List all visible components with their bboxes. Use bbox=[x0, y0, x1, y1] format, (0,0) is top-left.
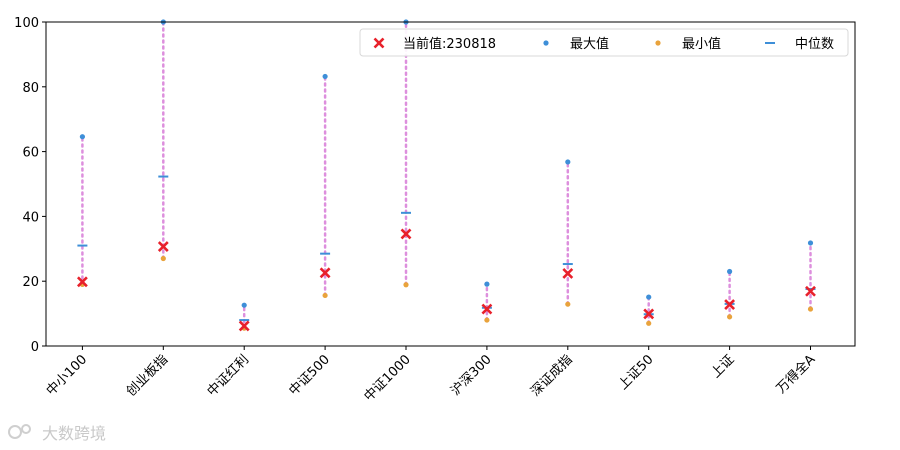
legend-item: 中位数 bbox=[765, 37, 834, 52]
current-point bbox=[157, 241, 169, 252]
y-tick-label: 100 bbox=[14, 16, 39, 31]
x-tick-label: 沪深300 bbox=[447, 352, 494, 399]
max-point bbox=[79, 134, 86, 140]
legend-item: 最小值 bbox=[655, 36, 721, 52]
y-tick-label: 20 bbox=[22, 275, 39, 290]
max-point bbox=[484, 281, 490, 287]
max-point bbox=[322, 73, 328, 80]
min-point bbox=[646, 320, 652, 326]
x-tick-label: 深证成指 bbox=[528, 352, 575, 399]
y-tick-label: 80 bbox=[22, 81, 39, 96]
watermark: 大数跨境 bbox=[8, 420, 106, 444]
min-point bbox=[403, 282, 409, 288]
current-point bbox=[724, 299, 736, 310]
x-tick-label: 万得全A bbox=[773, 351, 818, 396]
min-point bbox=[160, 255, 166, 262]
legend-item: 当前值:230818 bbox=[373, 36, 496, 52]
x-tick-label: 中证红利 bbox=[204, 352, 252, 400]
legend-label: 最大值 bbox=[570, 36, 609, 52]
y-tick-label: 0 bbox=[31, 340, 39, 355]
watermark-text: 大数跨境 bbox=[42, 424, 107, 443]
legend-label: 最小值 bbox=[682, 36, 721, 52]
x-tick-label: 中小100 bbox=[44, 352, 91, 399]
current-point bbox=[805, 285, 816, 297]
current-point bbox=[238, 320, 250, 332]
x-tick-label: 中证1000 bbox=[361, 352, 413, 404]
markers bbox=[76, 19, 816, 332]
max-point bbox=[565, 159, 571, 165]
legend-box bbox=[359, 28, 849, 57]
min-point bbox=[727, 314, 733, 320]
y-tick-label: 40 bbox=[22, 210, 39, 225]
range-lines bbox=[81, 20, 812, 330]
y-axis: 0 20 40 60 80 100 bbox=[14, 16, 46, 355]
legend-marker-cross bbox=[373, 37, 385, 49]
current-point bbox=[481, 303, 493, 315]
x-tick-label: 中证500 bbox=[286, 352, 333, 399]
x-tick-label: 上证 bbox=[708, 352, 737, 381]
current-point bbox=[76, 276, 88, 288]
legend-item: 最大值 bbox=[543, 36, 609, 52]
min-point bbox=[484, 317, 490, 323]
current-point bbox=[319, 267, 331, 279]
max-point bbox=[241, 302, 247, 308]
legend: 当前值:230818 最大值 最小值 中位数 bbox=[359, 28, 849, 57]
x-axis: 中小100 创业板指 中证红利 中证500 中证1000 沪深300 深证成指 上证50 上证 万… bbox=[44, 346, 818, 405]
max-point bbox=[646, 294, 652, 300]
legend-marker-dot bbox=[543, 40, 549, 46]
legend-marker-dot bbox=[655, 40, 661, 46]
x-tick-label: 上证50 bbox=[616, 352, 657, 393]
current-point bbox=[400, 228, 412, 240]
x-tick-label: 创业板指 bbox=[124, 352, 171, 399]
max-point bbox=[807, 240, 814, 246]
plot-frame bbox=[45, 21, 856, 347]
max-point bbox=[727, 268, 733, 275]
legend-label: 中位数 bbox=[795, 37, 834, 52]
min-point bbox=[565, 301, 571, 307]
watermark-logo-icon bbox=[8, 424, 31, 439]
current-point bbox=[643, 308, 655, 320]
current-point bbox=[562, 268, 574, 279]
min-point bbox=[807, 306, 814, 312]
y-tick-label: 60 bbox=[22, 146, 39, 161]
legend-label: 当前值:230818 bbox=[403, 36, 496, 52]
min-point bbox=[322, 292, 328, 299]
